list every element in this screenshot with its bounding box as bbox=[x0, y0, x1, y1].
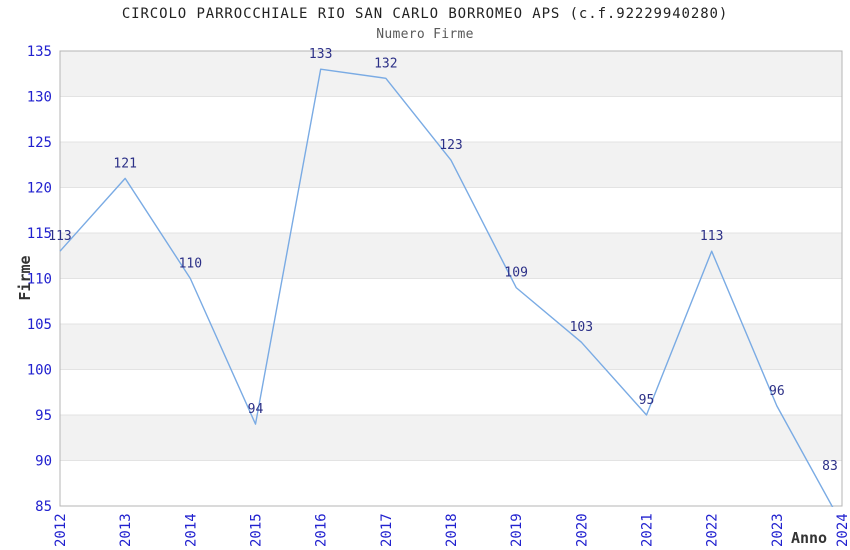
data-point-label: 103 bbox=[570, 320, 593, 335]
x-tick-label: 2015 bbox=[249, 513, 265, 547]
y-tick-label: 105 bbox=[27, 317, 52, 333]
y-tick-label: 85 bbox=[35, 499, 52, 515]
x-tick-label: 2023 bbox=[770, 513, 786, 547]
data-point-label: 133 bbox=[309, 47, 332, 62]
plot-band bbox=[60, 324, 842, 370]
x-tick-label: 2021 bbox=[640, 513, 656, 547]
data-point-label: 132 bbox=[374, 56, 397, 71]
data-point-label: 109 bbox=[504, 266, 527, 281]
x-axis-label: Anno bbox=[790, 529, 828, 547]
data-point-label: 94 bbox=[248, 402, 264, 417]
x-tick-label: 2016 bbox=[314, 513, 330, 547]
y-tick-label: 125 bbox=[27, 135, 52, 151]
x-tick-label: 2024 bbox=[835, 513, 850, 547]
x-tick-label: 2012 bbox=[53, 513, 69, 547]
y-tick-label: 115 bbox=[27, 226, 52, 242]
y-tick-label: 90 bbox=[35, 454, 52, 470]
data-point-label: 96 bbox=[769, 384, 785, 399]
x-tick-label: 2013 bbox=[118, 513, 134, 547]
data-point-label: 123 bbox=[439, 138, 462, 153]
y-tick-label: 120 bbox=[27, 181, 52, 197]
chart-subtitle: Numero Firme bbox=[376, 27, 474, 42]
data-point-label: 113 bbox=[700, 229, 723, 244]
x-tick-label: 2014 bbox=[183, 513, 199, 547]
plot-band bbox=[60, 233, 842, 279]
plot-band bbox=[60, 51, 842, 97]
data-line bbox=[59, 68, 834, 507]
y-tick-label: 95 bbox=[35, 408, 52, 424]
x-tick-label: 2017 bbox=[379, 513, 395, 547]
data-point-label: 110 bbox=[179, 257, 202, 272]
x-tick-label: 2018 bbox=[444, 513, 460, 547]
y-tick-label: 130 bbox=[27, 90, 52, 106]
y-tick-label: 110 bbox=[27, 272, 52, 288]
y-tick-label: 100 bbox=[27, 363, 52, 379]
chart-title: CIRCOLO PARROCCHIALE RIO SAN CARLO BORRO… bbox=[121, 6, 729, 22]
data-point-label: 83 bbox=[822, 459, 838, 474]
data-point-label: 121 bbox=[113, 156, 136, 171]
x-tick-label: 2020 bbox=[574, 513, 590, 547]
data-point-label: 95 bbox=[639, 393, 655, 408]
plot-border bbox=[59, 50, 843, 507]
x-tick-label: 2022 bbox=[705, 513, 721, 547]
x-tick-label: 2019 bbox=[509, 513, 525, 547]
y-tick-label: 135 bbox=[27, 44, 52, 60]
plot-band bbox=[60, 415, 842, 461]
plot-band bbox=[60, 142, 842, 188]
data-point-label: 113 bbox=[48, 229, 71, 244]
